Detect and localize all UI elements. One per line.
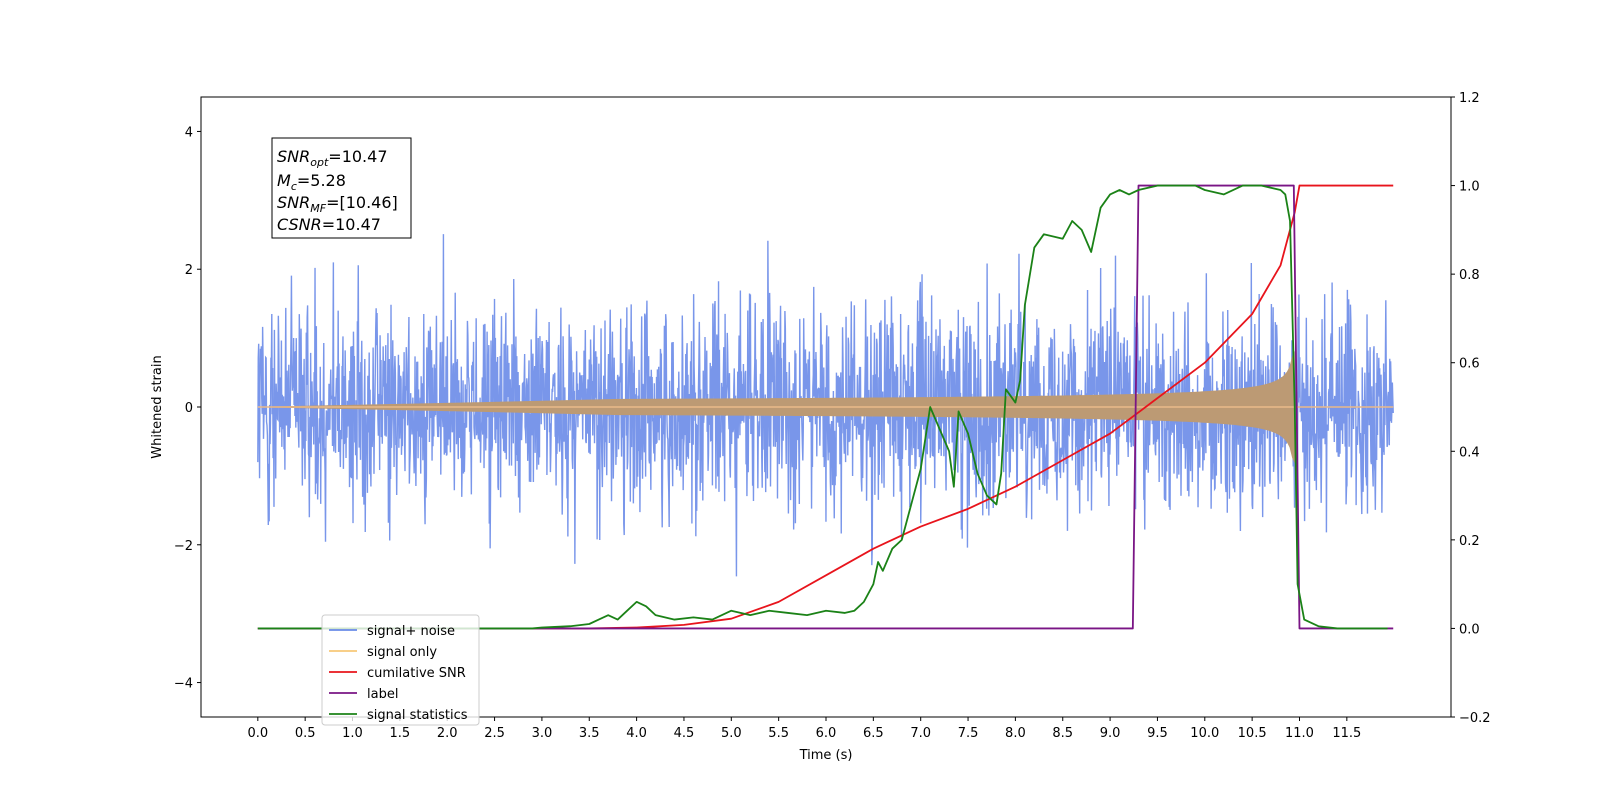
annotation-rest: =[10.46] bbox=[326, 193, 398, 212]
y-tick-label: 2 bbox=[185, 263, 193, 278]
x-tick-label: 2.5 bbox=[484, 726, 505, 741]
y-axis-left: −4 −2 0 2 4 bbox=[174, 125, 201, 692]
right-axis-series bbox=[257, 184, 1394, 630]
x-tick-label: 7.5 bbox=[958, 726, 979, 741]
annotation-sub: MF bbox=[310, 202, 326, 215]
y-tick-label: 0 bbox=[185, 401, 193, 416]
annotation-main: SNR bbox=[277, 193, 310, 212]
y-axis-right: −0.2 0.0 0.2 0.4 0.6 0.8 1.0 1.2 bbox=[1451, 91, 1491, 726]
legend-label: signal only bbox=[367, 645, 437, 660]
annotation-sub: c bbox=[291, 180, 297, 193]
annotation-frame bbox=[271, 137, 412, 239]
x-tick-label: 11.0 bbox=[1285, 726, 1314, 741]
y-axis-label: Whitened strain bbox=[150, 355, 165, 458]
annotation-main: SNR bbox=[277, 147, 310, 166]
annotation-rest: =10.47 bbox=[328, 147, 387, 166]
plot-area bbox=[257, 184, 1394, 630]
annotation-line-snr-opt: SNRopt=10.47 bbox=[277, 147, 388, 169]
y-tick-label: 4 bbox=[185, 125, 193, 140]
x-tick-label: 7.0 bbox=[910, 726, 931, 741]
cumilative-snr-line bbox=[257, 184, 1394, 630]
x-tick-label: 9.0 bbox=[1100, 726, 1121, 741]
annotation-rest: =5.28 bbox=[297, 171, 346, 190]
y-tick-label: −4 bbox=[174, 677, 193, 692]
legend-label: signal+ noise bbox=[367, 624, 455, 639]
x-tick-label: 6.0 bbox=[816, 726, 837, 741]
label-line bbox=[257, 184, 1394, 630]
x-tick-label: 3.0 bbox=[532, 726, 553, 741]
x-tick-label: 2.0 bbox=[437, 726, 458, 741]
y2-tick-label: 1.0 bbox=[1459, 180, 1480, 195]
x-tick-label: 3.5 bbox=[579, 726, 600, 741]
signal-plus-noise-line bbox=[257, 234, 1394, 577]
annotation-line-snr-mf: SNRMF=[10.46] bbox=[277, 193, 398, 215]
annotation-sub: opt bbox=[310, 156, 329, 169]
x-tick-label: 10.5 bbox=[1238, 726, 1267, 741]
x-tick-label: 1.5 bbox=[390, 726, 411, 741]
signal-plus-noise-series bbox=[257, 234, 1394, 577]
y2-tick-label: 0.0 bbox=[1459, 622, 1480, 637]
x-axis-label: Time (s) bbox=[799, 748, 853, 763]
x-tick-label: 5.5 bbox=[768, 726, 789, 741]
legend-frame bbox=[321, 614, 480, 726]
signal-statistics-line bbox=[257, 184, 1388, 630]
x-tick-label: 4.0 bbox=[626, 726, 647, 741]
legend-label: cumilative SNR bbox=[367, 666, 466, 681]
x-tick-label: 11.5 bbox=[1332, 726, 1361, 741]
x-tick-label: 4.5 bbox=[674, 726, 695, 741]
x-tick-label: 6.5 bbox=[863, 726, 884, 741]
y2-tick-label: 0.6 bbox=[1459, 357, 1480, 372]
x-tick-label: 5.0 bbox=[721, 726, 742, 741]
y2-tick-label: 0.2 bbox=[1459, 534, 1480, 549]
x-tick-label: 8.5 bbox=[1052, 726, 1073, 741]
signal-only-series bbox=[257, 350, 1394, 464]
annotation-main: CSNR bbox=[277, 215, 322, 234]
x-tick-label: 0.0 bbox=[247, 726, 268, 741]
y2-tick-label: 0.8 bbox=[1459, 268, 1480, 283]
legend-label: signal statistics bbox=[367, 708, 468, 723]
x-tick-label: 0.5 bbox=[295, 726, 316, 741]
x-tick-label: 10.0 bbox=[1190, 726, 1219, 741]
legend: signal+ noise signal only cumilative SNR la… bbox=[321, 614, 480, 726]
x-tick-label: 9.5 bbox=[1147, 726, 1168, 741]
legend-label: label bbox=[367, 687, 398, 702]
annotation-rest: =10.47 bbox=[322, 215, 381, 234]
annotation-main: M bbox=[277, 171, 291, 190]
y2-tick-label: 0.4 bbox=[1459, 445, 1480, 460]
x-axis: 0.0 0.5 1.0 1.5 2.0 2.5 3.0 3.5 4.0 4.5 5.0 5.5 6.0 6… bbox=[247, 717, 1361, 741]
x-tick-label: 8.0 bbox=[1005, 726, 1026, 741]
y2-tick-label: 1.2 bbox=[1459, 91, 1480, 106]
annotation-line-mc: Mc=5.28 bbox=[277, 171, 346, 193]
annotation-line-csnr: CSNR=10.47 bbox=[277, 215, 381, 234]
y2-tick-label: −0.2 bbox=[1459, 711, 1491, 726]
y-tick-label: −2 bbox=[174, 539, 193, 554]
x-tick-label: 1.0 bbox=[342, 726, 363, 741]
snr-annotation-box: SNRopt=10.47 Mc=5.28 SNRMF=[10.46] CSNR=… bbox=[271, 137, 412, 239]
